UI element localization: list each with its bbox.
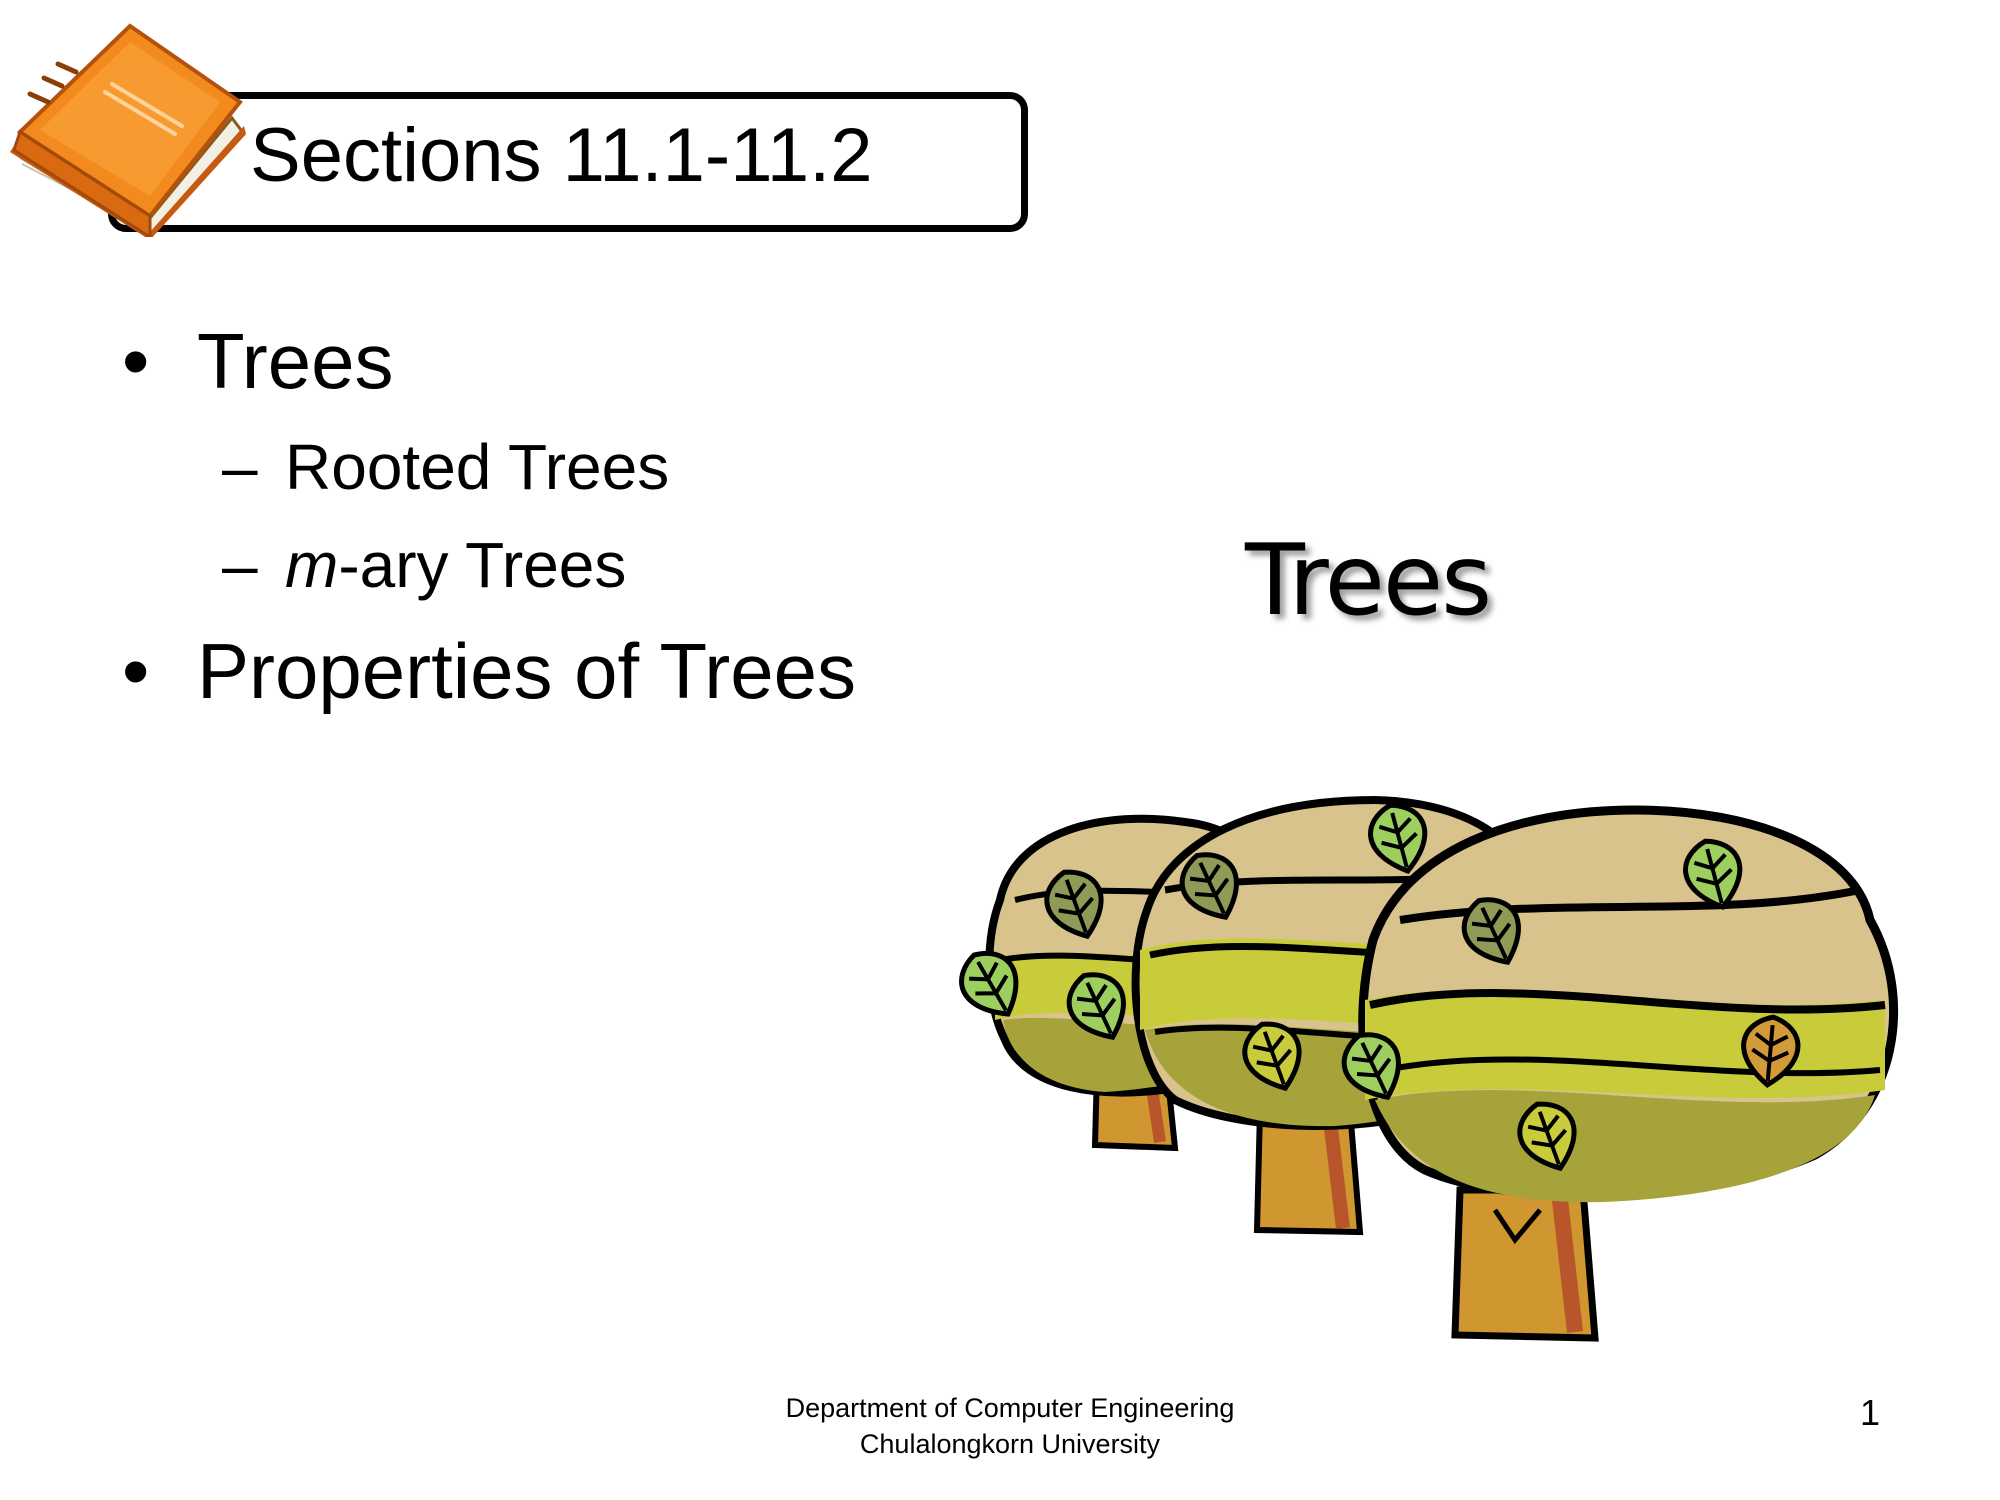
- dash-glyph: –: [222, 431, 258, 503]
- italic-m: m: [285, 529, 339, 601]
- page-number: 1: [1860, 1392, 1881, 1433]
- subitem-rest: -ary Trees: [338, 529, 627, 601]
- subitem-text: Rooted Trees: [285, 431, 670, 503]
- slide-title: Trees: [1245, 524, 1492, 638]
- bullet-glyph: •: [122, 627, 150, 715]
- section-header-box: [108, 92, 1028, 232]
- book-icon: [10, 23, 246, 237]
- footer: Department of Computer Engineering Chula…: [700, 1390, 1320, 1462]
- footer-department: Department of Computer Engineering: [785, 1393, 1235, 1423]
- subitem-text: m-ary Trees: [285, 533, 626, 597]
- tree-right: [1334, 805, 1899, 1342]
- bullet-glyph: •: [122, 317, 150, 405]
- footer-university: Chulalongkorn University: [859, 1429, 1161, 1459]
- bullet-text: Properties of Trees: [197, 627, 856, 715]
- dash-glyph: –: [222, 529, 258, 601]
- bullet-text: Trees: [197, 317, 394, 405]
- section-title: Sections 11.1-11.2: [250, 113, 873, 198]
- trees-clipart: [955, 770, 1899, 1342]
